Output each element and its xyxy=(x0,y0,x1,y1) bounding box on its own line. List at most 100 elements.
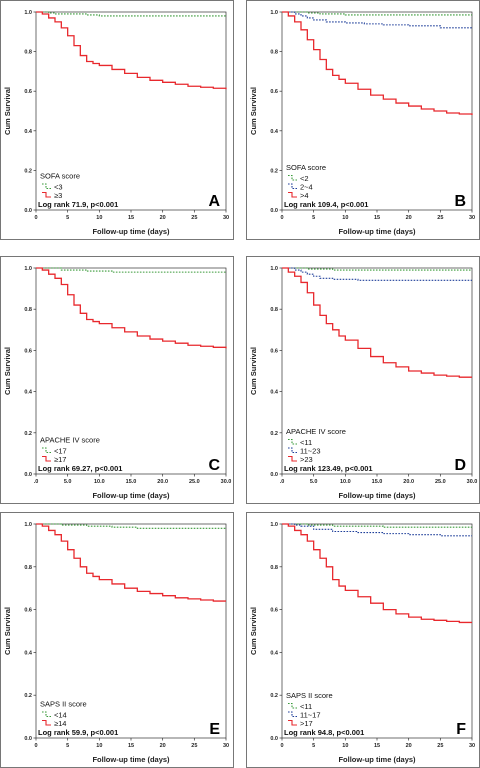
x-tick-label: 5 xyxy=(312,743,315,749)
y-axis-title: Cum Survival xyxy=(3,87,12,135)
y-tick-label: 0.2 xyxy=(24,693,32,699)
legend-title: APACHE IV score xyxy=(40,436,100,445)
y-axis-title: Cum Survival xyxy=(249,607,258,655)
panel-a: 0.0 0.2 0.4 0.6 0.8 1.0 0 5 10 15 20 25 30 Follow-up … xyxy=(0,0,234,240)
x-tick-label: 5.0 xyxy=(64,479,72,485)
x-tick-label: 10.0 xyxy=(340,479,351,485)
x-tick-label: 20.0 xyxy=(403,479,414,485)
legend-title: SAPS II score xyxy=(286,691,333,700)
legend-swatch-3 xyxy=(288,719,297,726)
x-axis-title: Follow-up time (days) xyxy=(92,755,170,764)
x-axis-title: Follow-up time (days) xyxy=(92,227,170,236)
legend-label-2: 11~17 xyxy=(300,711,321,720)
panel-frame xyxy=(0,512,234,768)
y-tick-label: 1.0 xyxy=(24,10,32,16)
x-tick-label: 10 xyxy=(96,743,102,749)
legend-swatch-3 xyxy=(288,191,297,198)
series-line-2 xyxy=(282,523,472,537)
panel-frame xyxy=(0,0,234,240)
panel-letter: F xyxy=(456,721,466,738)
x-tick-label: 5 xyxy=(66,215,69,221)
x-tick-label: 0 xyxy=(280,215,283,221)
legend-label-1: <3 xyxy=(54,183,63,192)
legend-label-1: <17 xyxy=(54,447,67,456)
y-tick-label: 0.6 xyxy=(24,608,32,614)
series-line-2 xyxy=(36,11,227,90)
x-tick-label: 5 xyxy=(312,215,315,221)
x-tick-label: 0 xyxy=(280,743,283,749)
y-tick-label: 0.2 xyxy=(24,168,32,174)
series-line-1 xyxy=(36,267,226,273)
x-tick-label: 30.0 xyxy=(467,479,478,485)
legend-label-2: ≥17 xyxy=(54,455,66,464)
logrank-annotation: Log rank 94.8, p<0.001 xyxy=(284,728,364,737)
legend-swatch-3 xyxy=(288,455,297,462)
x-tick-label: 30.0 xyxy=(221,479,232,485)
x-tick-label: 25 xyxy=(437,215,443,221)
panel-frame xyxy=(246,0,480,240)
x-tick-label: 25 xyxy=(191,215,197,221)
legend-swatch-1 xyxy=(288,702,297,709)
series-line-3 xyxy=(282,11,473,115)
series-line-2 xyxy=(282,267,472,281)
x-tick-label: 10 xyxy=(96,215,102,221)
y-axis-title: Cum Survival xyxy=(249,347,258,395)
panel-e: 0.0 0.2 0.4 0.6 0.8 1.0 0 5 10 15 20 25 30 Follow-up … xyxy=(0,512,234,768)
y-tick-label: 0.6 xyxy=(270,348,278,354)
x-tick-label: 15 xyxy=(374,743,380,749)
x-tick-label: 10 xyxy=(342,743,348,749)
legend-label-2: ≥14 xyxy=(54,719,66,728)
panel-d: 0.0 0.2 0.4 0.6 0.8 1.0 .0 5.0 10.0 15.0 20.0 25.0 3… xyxy=(246,256,480,504)
y-axis-title: Cum Survival xyxy=(3,347,12,395)
legend-swatch-1 xyxy=(288,438,297,445)
y-axis-title: Cum Survival xyxy=(249,87,258,135)
logrank-annotation: Log rank 59.9, p<0.001 xyxy=(38,728,118,737)
legend-label-3: >23 xyxy=(300,455,313,464)
legend-swatch-2 xyxy=(288,711,297,718)
logrank-annotation: Log rank 71.9, p<0.001 xyxy=(38,200,118,209)
panel-c: 0.0 0.2 0.4 0.6 0.8 1.0 .0 5.0 10.0 15.0 20.0 25.0 3… xyxy=(0,256,234,504)
legend-swatch-1 xyxy=(42,711,51,718)
panel-b: 0.0 0.2 0.4 0.6 0.8 1.0 0 5 10 15 20 25 30 Follow-up … xyxy=(246,0,480,240)
y-tick-label: 0.2 xyxy=(270,168,278,174)
y-tick-label: 0.0 xyxy=(24,208,32,214)
logrank-annotation: Log rank 69.27, p<0.001 xyxy=(38,464,122,473)
y-tick-label: 0.0 xyxy=(270,208,278,214)
series-line-1 xyxy=(282,267,472,271)
y-tick-label: 0.8 xyxy=(270,307,278,313)
panel-frame xyxy=(246,512,480,768)
series-line-1 xyxy=(36,523,226,529)
legend-swatch-2 xyxy=(42,719,51,726)
x-tick-label: 0 xyxy=(34,743,37,749)
legend-label-2: 11~23 xyxy=(300,447,321,456)
y-tick-label: 0.0 xyxy=(270,736,278,742)
y-tick-label: 0.4 xyxy=(24,129,33,135)
legend-label-1: <11 xyxy=(300,438,312,447)
x-tick-label: 0 xyxy=(34,215,37,221)
y-tick-label: 1.0 xyxy=(24,266,32,272)
y-tick-label: 0.0 xyxy=(24,472,32,478)
logrank-annotation: Log rank 123.49, p<0.001 xyxy=(284,464,373,473)
y-tick-label: 0.2 xyxy=(270,431,278,437)
x-tick-label: 15.0 xyxy=(126,479,137,485)
y-tick-label: 0.4 xyxy=(270,650,279,656)
y-tick-label: 0.0 xyxy=(270,472,278,478)
y-tick-label: 0.8 xyxy=(270,565,278,571)
panel-frame xyxy=(246,256,480,504)
x-tick-label: 20 xyxy=(406,743,412,749)
x-tick-label: 20 xyxy=(160,215,166,221)
y-tick-label: 0.4 xyxy=(24,390,33,396)
legend-label-3: >4 xyxy=(300,191,309,200)
y-tick-label: 0.8 xyxy=(24,307,32,313)
series-line-2 xyxy=(36,523,226,602)
x-tick-label: 10.0 xyxy=(94,479,105,485)
series-line-1 xyxy=(282,523,472,528)
series-line-1 xyxy=(36,11,226,17)
legend-label-2: ≥3 xyxy=(54,191,62,200)
legend-label-1: <2 xyxy=(300,174,309,183)
y-tick-label: 0.2 xyxy=(24,431,32,437)
x-tick-label: 25 xyxy=(437,743,443,749)
y-tick-label: 0.8 xyxy=(24,565,32,571)
legend-label-3: >17 xyxy=(300,719,313,728)
